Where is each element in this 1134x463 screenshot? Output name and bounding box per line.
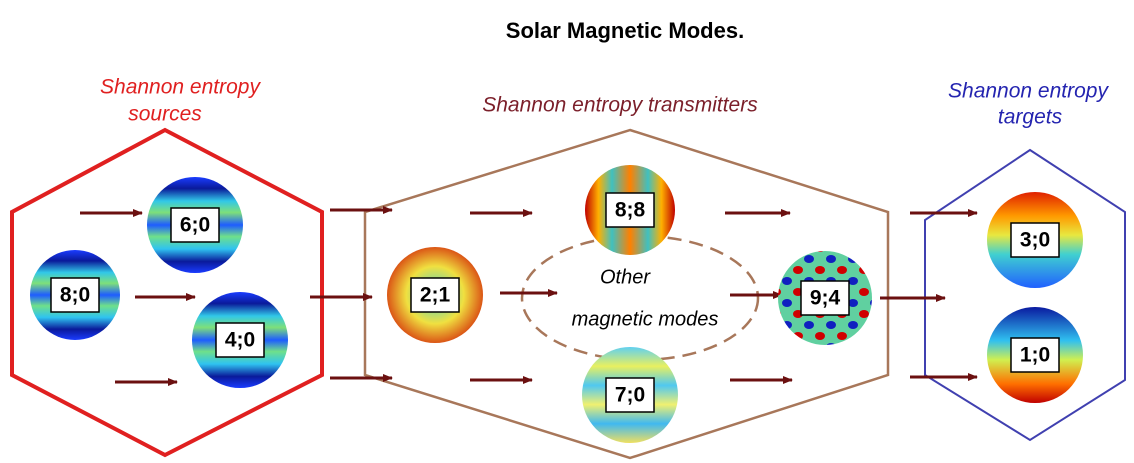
mode-node: 6;0 <box>147 177 243 273</box>
mode-label-box <box>605 377 655 413</box>
group-label: Shannon entropy <box>100 76 261 99</box>
transmitters-hexagon <box>363 128 890 460</box>
mode-label: 9;4 <box>810 287 841 310</box>
mode-label-box <box>50 277 100 313</box>
mode-label-box <box>1010 337 1060 373</box>
mode-label: 3;0 <box>1020 229 1050 252</box>
mode-label: 4;0 <box>225 329 255 352</box>
mode-label: 6;0 <box>180 214 210 237</box>
arrows <box>80 206 978 386</box>
mode-node: 7;0 <box>582 347 678 443</box>
mode-label-box <box>170 207 220 243</box>
mode-label-box <box>215 322 265 358</box>
mode-label: 8;0 <box>60 284 90 307</box>
mode-node: 8;0 <box>30 250 120 340</box>
group-label: Shannon entropy <box>948 80 1109 103</box>
mode-label-box <box>800 280 850 316</box>
group-label: targets <box>998 106 1063 129</box>
mode-node: 4;0 <box>192 292 288 388</box>
mode-label-box <box>410 277 460 313</box>
dashed-ellipse <box>520 234 760 362</box>
mode-node: 2;1 <box>387 247 483 343</box>
mode-label-box <box>605 192 655 228</box>
targets-hexagon <box>924 148 1126 442</box>
mode-label-box <box>1010 222 1060 258</box>
mode-label: 1;0 <box>1020 344 1050 367</box>
group-label: sources <box>128 103 202 126</box>
mode-node: 9;4 <box>778 251 872 345</box>
mode-label: 2;1 <box>420 284 451 307</box>
other-label: Other <box>600 266 651 288</box>
group-label: Shannon entropy transmitters <box>482 94 758 117</box>
mode-node: 1;0 <box>987 307 1083 403</box>
mode-label: 7;0 <box>615 384 645 407</box>
mode-node: 3;0 <box>987 192 1083 288</box>
sources-hexagon <box>10 127 324 458</box>
mode-label: 8;8 <box>615 199 646 222</box>
other-label: magnetic modes <box>572 308 719 330</box>
title: Solar Magnetic Modes. <box>506 18 744 43</box>
mode-node: 8;8 <box>585 165 675 255</box>
